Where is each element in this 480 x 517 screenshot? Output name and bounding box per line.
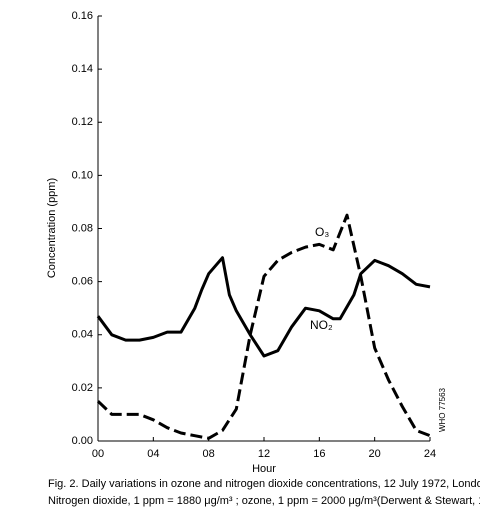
series-label: O₃ [315, 225, 329, 239]
y-tick-label: 0.06 [72, 276, 93, 288]
caption-line: Fig. 2. Daily variations in ozone and ni… [48, 478, 480, 490]
figure-code: WHO 77563 [438, 387, 447, 432]
x-tick-label: 16 [313, 448, 325, 460]
y-tick-label: 0.02 [72, 382, 93, 394]
caption-line: Nitrogen dioxide, 1 ppm = 1880 μg/m³ ; o… [48, 495, 480, 507]
x-tick-label: 00 [92, 448, 104, 460]
x-tick-label: 04 [147, 448, 159, 460]
series-line [96, 213, 431, 440]
x-tick-label: 12 [258, 448, 270, 460]
y-tick-label: 0.14 [72, 63, 93, 75]
series-line [96, 256, 431, 358]
x-tick-label: 08 [203, 448, 215, 460]
series-label: NO₂ [310, 318, 333, 332]
y-tick-label: 0.10 [72, 169, 93, 181]
y-tick-label: 0.08 [72, 222, 93, 234]
x-tick-label: 24 [424, 448, 436, 460]
x-tick-label: 20 [369, 448, 381, 460]
y-tick-label: 0.04 [72, 329, 93, 341]
y-tick-label: 0.12 [72, 116, 93, 128]
y-tick-label: 0.16 [72, 10, 93, 22]
x-axis-label: Hour [252, 463, 276, 475]
y-axis-label: Concentration (ppm) [46, 178, 58, 278]
y-tick-label: 0.00 [72, 435, 93, 447]
